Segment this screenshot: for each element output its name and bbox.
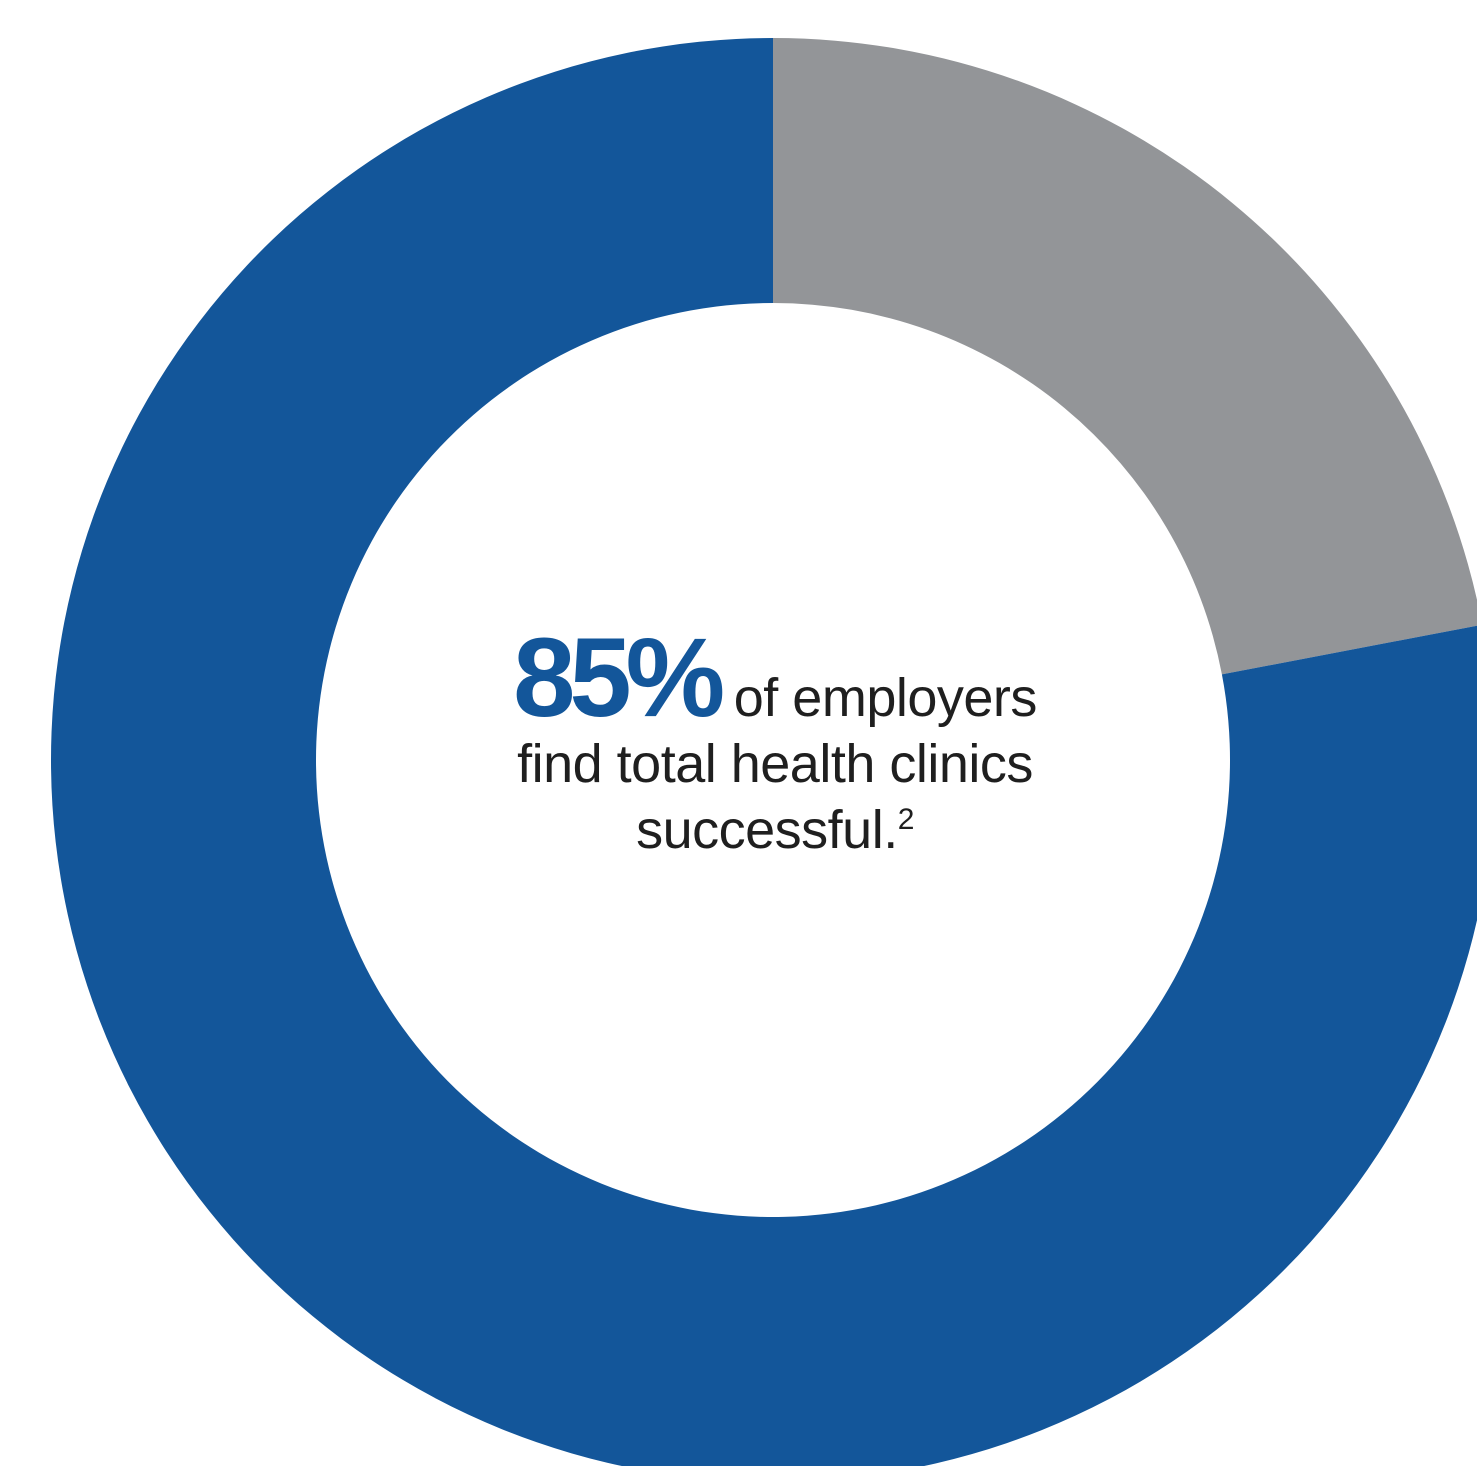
center-annotation: 85% of employers find total health clini… [455, 622, 1095, 863]
annotation-line-3-text: successful. [636, 800, 898, 860]
donut-slice-1 [773, 38, 1477, 675]
footnote-marker: 2 [897, 803, 915, 836]
annotation-line-3: successful.2 [455, 797, 1095, 863]
annotation-line-1: 85% of employers [455, 622, 1095, 734]
headline-value: 85% [513, 615, 725, 740]
donut-slice-0 [50, 38, 1477, 1466]
annotation-line-2: find total health clinics [517, 734, 1033, 794]
headline-rest-text: of employers [733, 668, 1038, 728]
